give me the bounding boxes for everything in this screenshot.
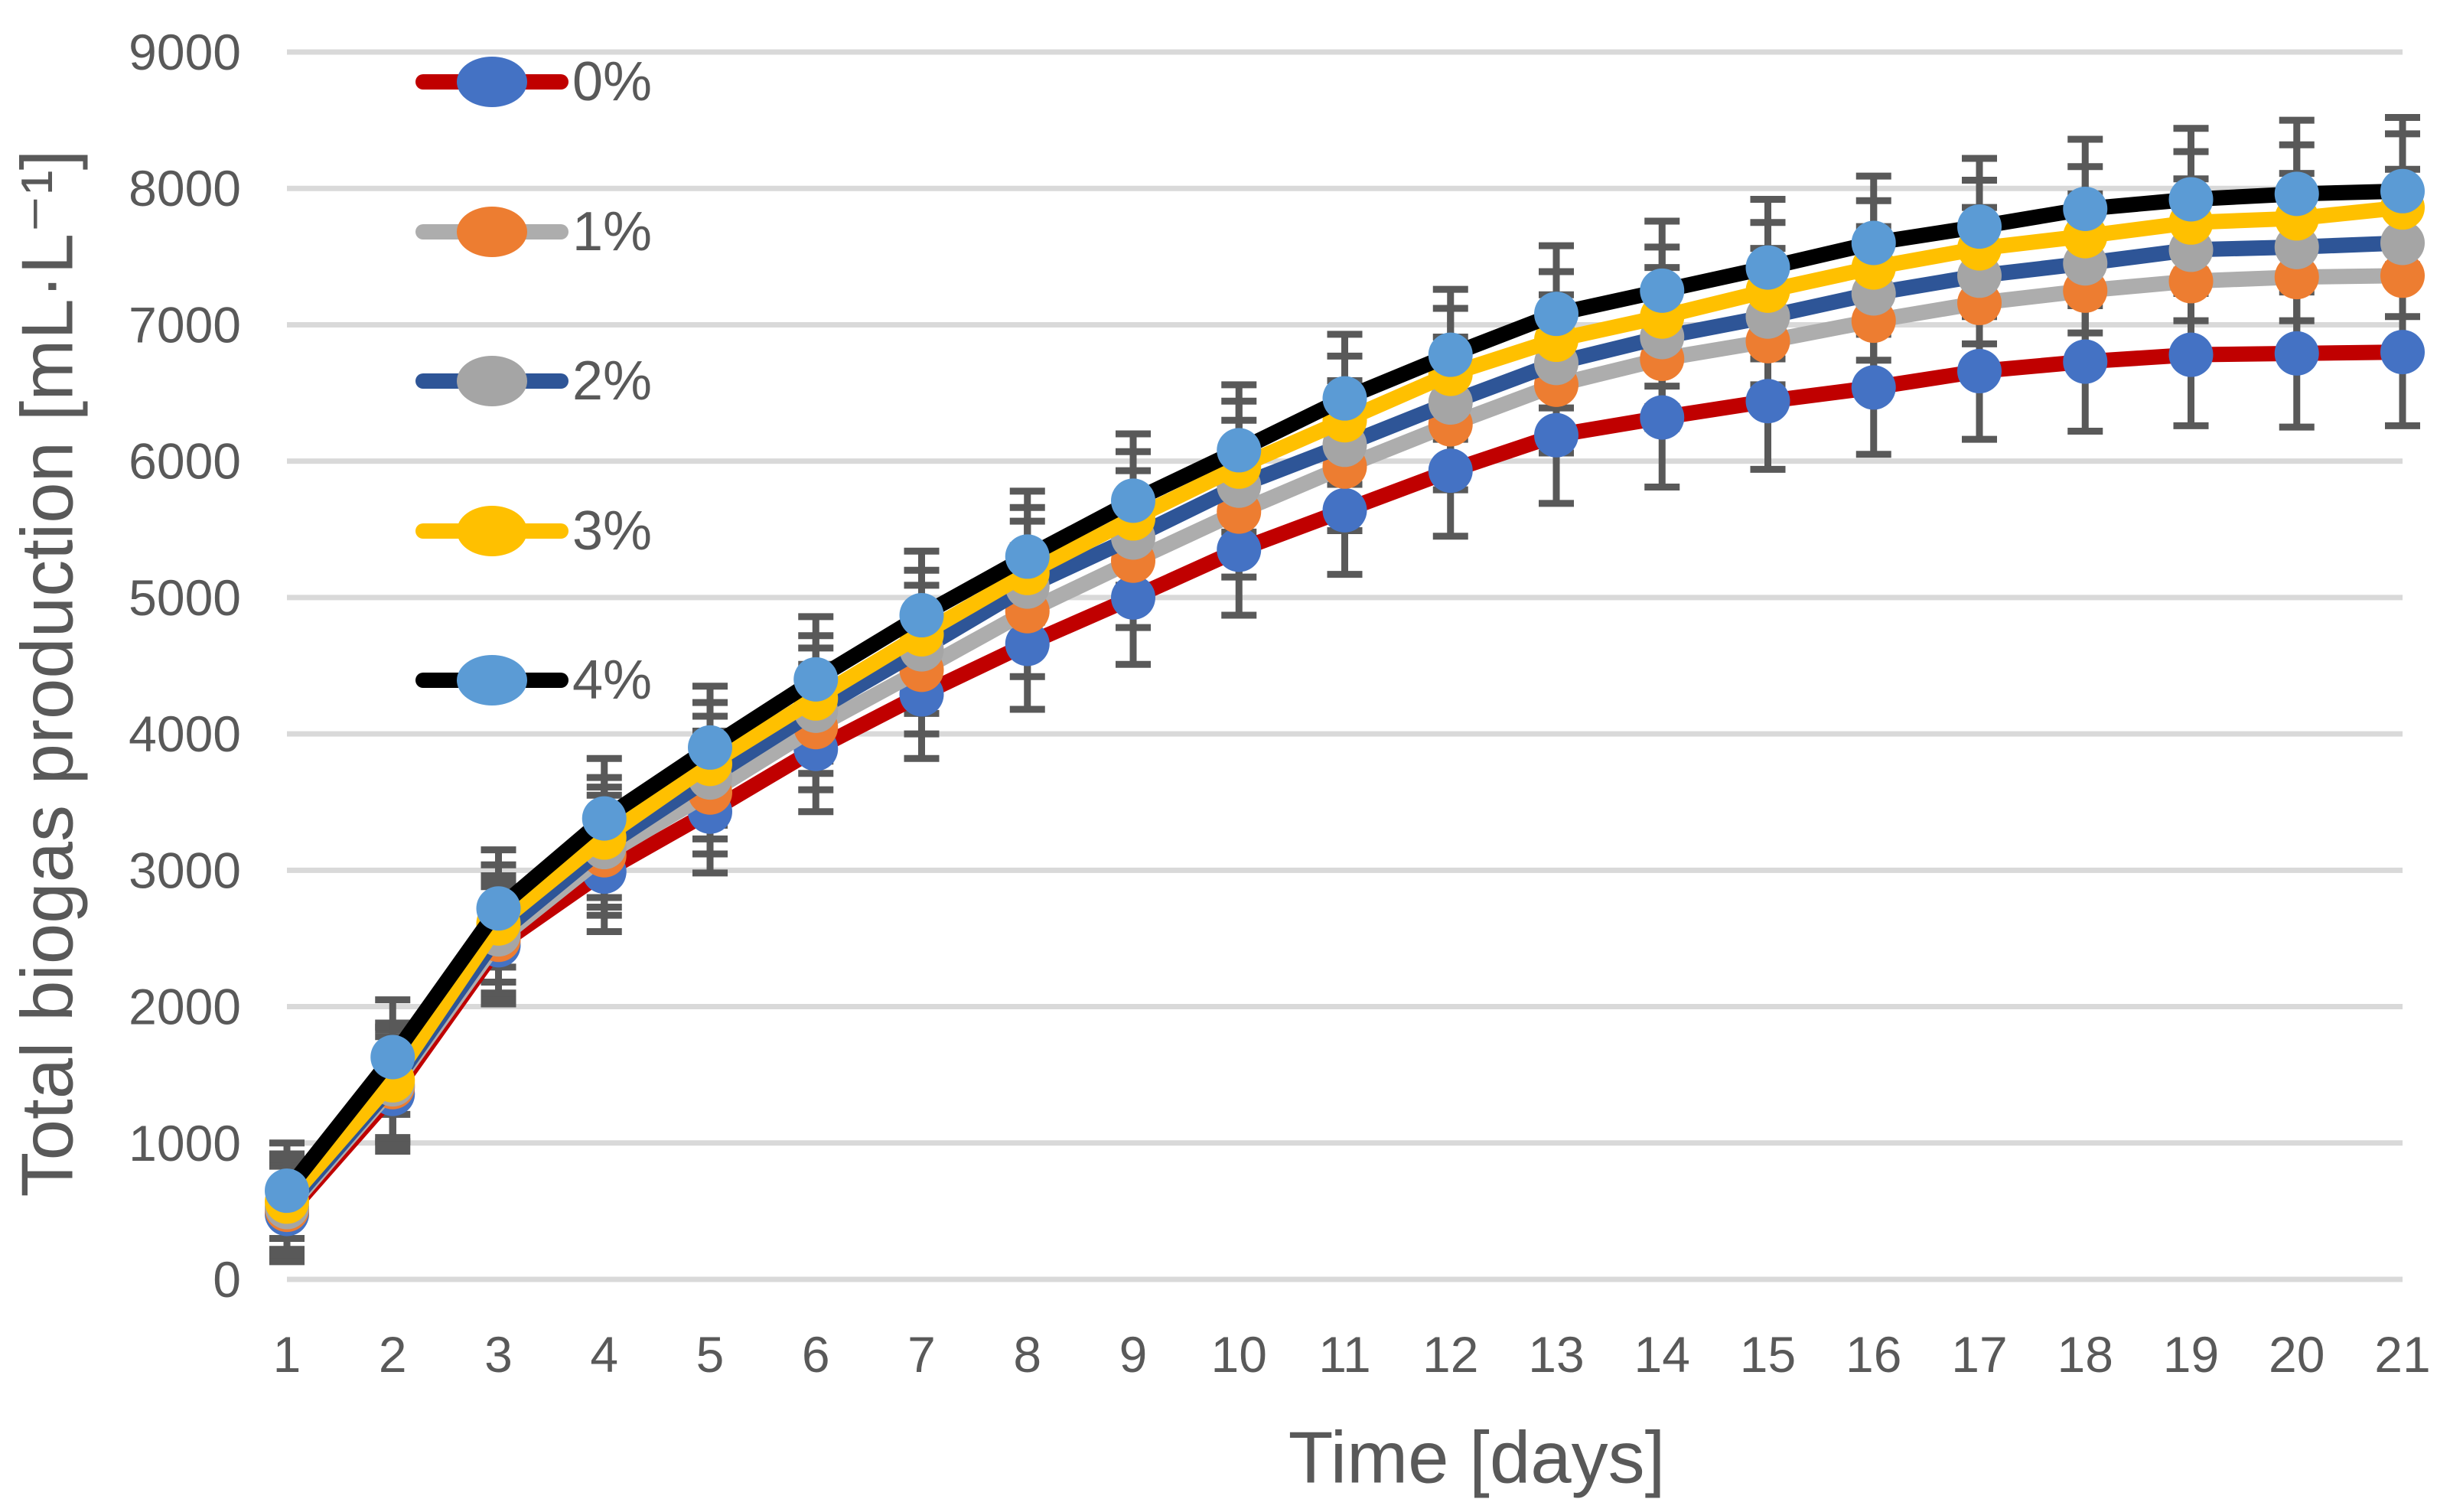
data-series [265,168,2425,1237]
data-point-marker [1640,268,1685,313]
y-tick-label: 4000 [129,705,241,762]
data-point-marker [1745,245,1790,290]
data-point-marker [265,1168,309,1214]
y-tick-label: 8000 [129,160,241,217]
data-point-marker [476,886,521,931]
x-tick-label: 6 [802,1326,830,1383]
data-point-marker [1428,332,1473,377]
legend-marker-swatch [457,506,527,556]
data-point-marker [1217,428,1262,473]
data-point-marker [688,725,732,770]
x-tick-label: 18 [2057,1326,2113,1383]
data-point-marker [1005,621,1050,666]
x-tick-label: 4 [590,1326,618,1383]
y-gridlines [287,49,2403,1282]
x-tick-label: 5 [696,1326,725,1383]
legend-label: 1% [572,201,652,262]
data-point-marker [1322,376,1367,421]
y-tick-label: 0 [213,1251,241,1308]
y-tick-labels: 0 1000 2000 3000 4000 5000 6000 7000 8000 9000 [129,24,241,1308]
data-point-marker [1005,534,1050,579]
legend-marker-swatch [457,356,527,406]
data-point-marker [2274,171,2319,217]
legend-label: 2% [572,350,652,412]
data-point-marker [1534,292,1578,337]
data-point-marker [1745,379,1790,424]
x-tick-label: 17 [1951,1326,2007,1383]
data-point-marker [1322,487,1367,533]
x-tick-label: 15 [1740,1326,1796,1383]
data-point-marker [2063,186,2108,231]
x-tick-label: 3 [484,1326,513,1383]
x-tick-label: 8 [1013,1326,1041,1383]
data-point-marker [2063,339,2108,384]
x-tick-label: 2 [379,1326,407,1383]
legend-item-4%: 4% [415,650,652,711]
x-tick-label: 12 [1422,1326,1478,1383]
x-tick-label: 20 [2269,1326,2325,1383]
data-point-marker [370,1035,415,1080]
data-point-marker [1640,395,1685,440]
x-tick-label: 16 [1846,1326,1901,1383]
data-point-marker [1851,220,1896,266]
legend-marker-swatch [457,207,527,257]
x-tick-label: 13 [1528,1326,1584,1383]
x-tick-label: 1 [273,1326,301,1383]
series-4% [265,168,2425,1214]
data-point-marker [1111,478,1155,523]
x-tick-label: 9 [1119,1326,1148,1383]
y-tick-label: 3000 [129,842,241,898]
legend-item-0%: 0% [415,51,652,112]
y-tick-label: 2000 [129,979,241,1035]
y-tick-label: 5000 [129,569,241,626]
legend-label: 4% [572,650,652,711]
y-axis-title: Total biogas production [mL·L⁻¹] [7,150,89,1198]
legend-marker-swatch [457,57,527,107]
x-tick-label: 10 [1211,1326,1267,1383]
legend: 0% 1% 2% 3% 4% [415,51,652,711]
data-point-marker [2380,330,2425,375]
data-point-marker [1111,575,1155,620]
x-tick-label: 14 [1634,1326,1690,1383]
x-tick-label: 19 [2163,1326,2219,1383]
data-point-marker [1957,204,2002,249]
data-point-marker [899,593,944,638]
legend-item-2%: 2% [415,350,652,412]
data-point-marker [1957,349,2002,394]
data-point-marker [582,796,627,841]
data-point-marker [1851,365,1896,410]
y-tick-label: 7000 [129,296,241,353]
legend-marker-swatch [457,655,527,705]
data-point-marker [2274,331,2319,376]
data-point-marker [2168,332,2214,377]
data-point-marker [793,657,839,702]
x-tick-label: 21 [2374,1326,2430,1383]
data-point-marker [1428,448,1473,494]
data-point-marker [2380,253,2425,298]
data-point-marker [2168,259,2214,304]
legend-label: 0% [572,51,652,112]
legend-item-3%: 3% [415,500,652,562]
legend-item-1%: 1% [415,201,652,262]
data-point-marker [2380,168,2425,213]
data-point-marker [2380,220,2425,266]
x-axis-title: Time [days] [1289,1417,1666,1499]
data-point-marker [2168,177,2214,222]
x-tick-label: 7 [907,1326,936,1383]
y-tick-label: 6000 [129,433,241,490]
y-tick-label: 1000 [129,1115,241,1171]
y-tick-label: 9000 [129,24,241,80]
x-tick-label: 11 [1318,1326,1371,1383]
x-tick-labels: 1 2 3 4 5 6 7 8 9 10 11 12 13 14 15 16 17 18 19 20 21 [273,1326,2431,1383]
legend-label: 3% [572,500,652,562]
data-point-marker [1217,527,1262,572]
data-point-marker [1534,412,1578,458]
